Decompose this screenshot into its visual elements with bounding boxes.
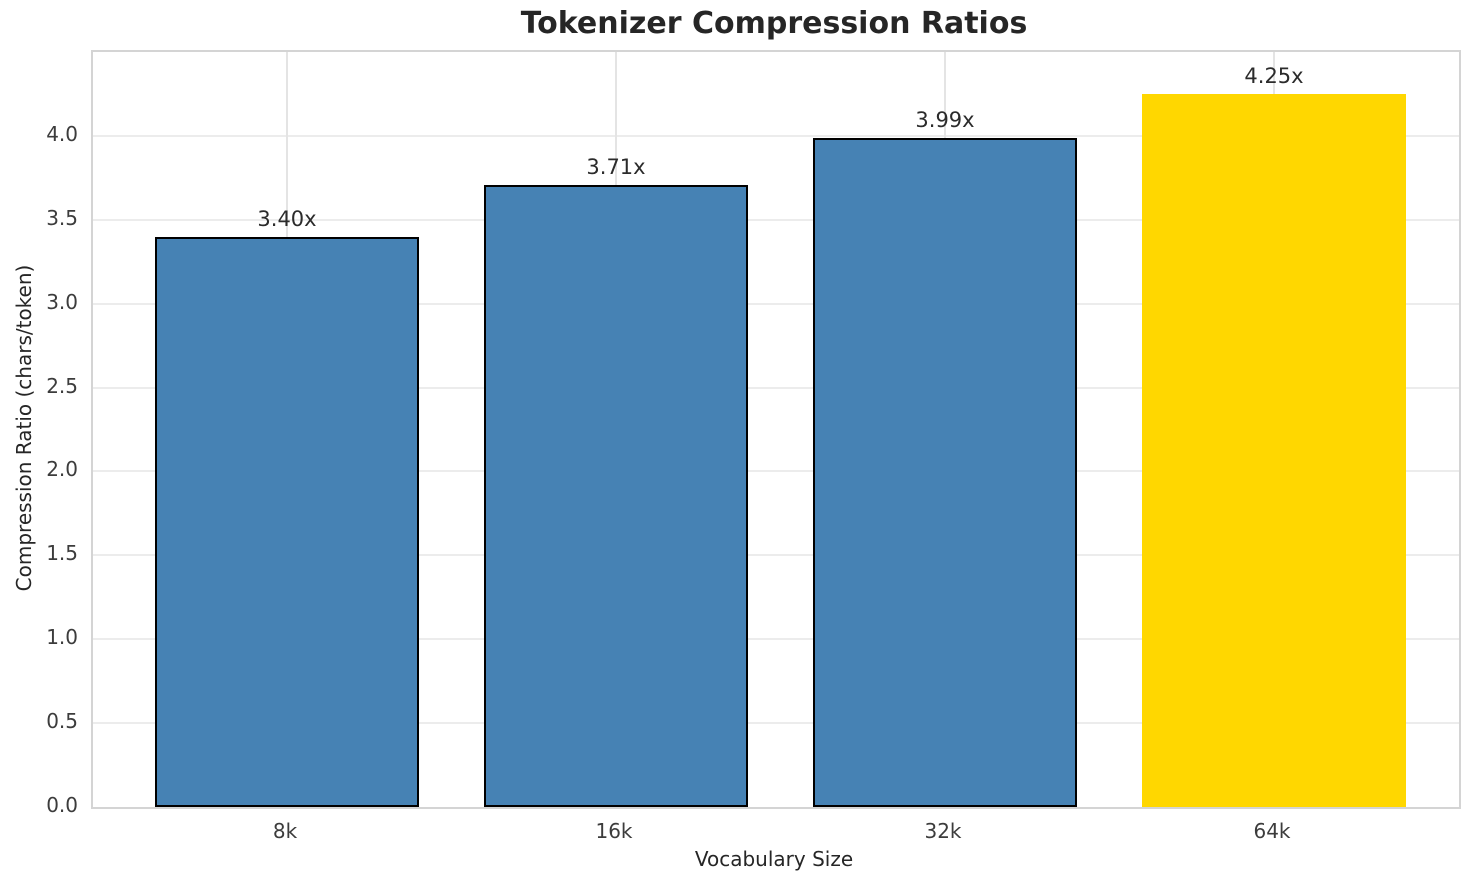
x-axis-label: Vocabulary Size bbox=[694, 847, 854, 871]
y-gridline bbox=[93, 134, 1459, 137]
y-tick-label: 0.0 bbox=[46, 793, 78, 817]
y-tick-label: 3.5 bbox=[46, 205, 78, 230]
chart-title: Tokenizer Compression Ratios bbox=[520, 6, 1028, 41]
y-gridline bbox=[93, 218, 1459, 221]
y-tick-label: 1.0 bbox=[46, 625, 78, 650]
bar-64k bbox=[1142, 93, 1406, 807]
x-tick-label: 16k bbox=[595, 819, 633, 843]
y-gridline bbox=[93, 554, 1459, 557]
x-tick-label: 8k bbox=[272, 819, 298, 843]
y-tick-label: 0.5 bbox=[46, 709, 78, 734]
y-gridline bbox=[93, 470, 1459, 473]
y-gridline bbox=[93, 386, 1459, 389]
bar-value-label: 4.25x bbox=[1244, 63, 1304, 88]
y-tick-label: 4.0 bbox=[46, 121, 78, 146]
bar-value-label: 3.40x bbox=[257, 206, 317, 231]
x-tick-label: 64k bbox=[1253, 819, 1291, 843]
bar-value-label: 3.99x bbox=[915, 107, 975, 132]
bar-16k bbox=[484, 184, 748, 807]
bar-value-label: 3.71x bbox=[586, 154, 646, 179]
y-gridline bbox=[93, 722, 1459, 725]
y-gridline bbox=[93, 638, 1459, 641]
x-tick-label: 32k bbox=[924, 819, 962, 843]
y-tick-label: 2.0 bbox=[46, 457, 78, 482]
y-tick-label: 3.0 bbox=[46, 289, 78, 314]
plot-area: 3.40x 3.71x 3.99x 4.25x bbox=[91, 50, 1461, 809]
y-tick-label: 1.5 bbox=[46, 541, 78, 566]
y-axis-label: Compression Ratio (chars/token) bbox=[12, 264, 36, 592]
y-gridline bbox=[93, 302, 1459, 305]
bar-32k bbox=[813, 137, 1077, 807]
y-tick-label: 2.5 bbox=[46, 373, 78, 398]
bar-8k bbox=[155, 236, 419, 807]
